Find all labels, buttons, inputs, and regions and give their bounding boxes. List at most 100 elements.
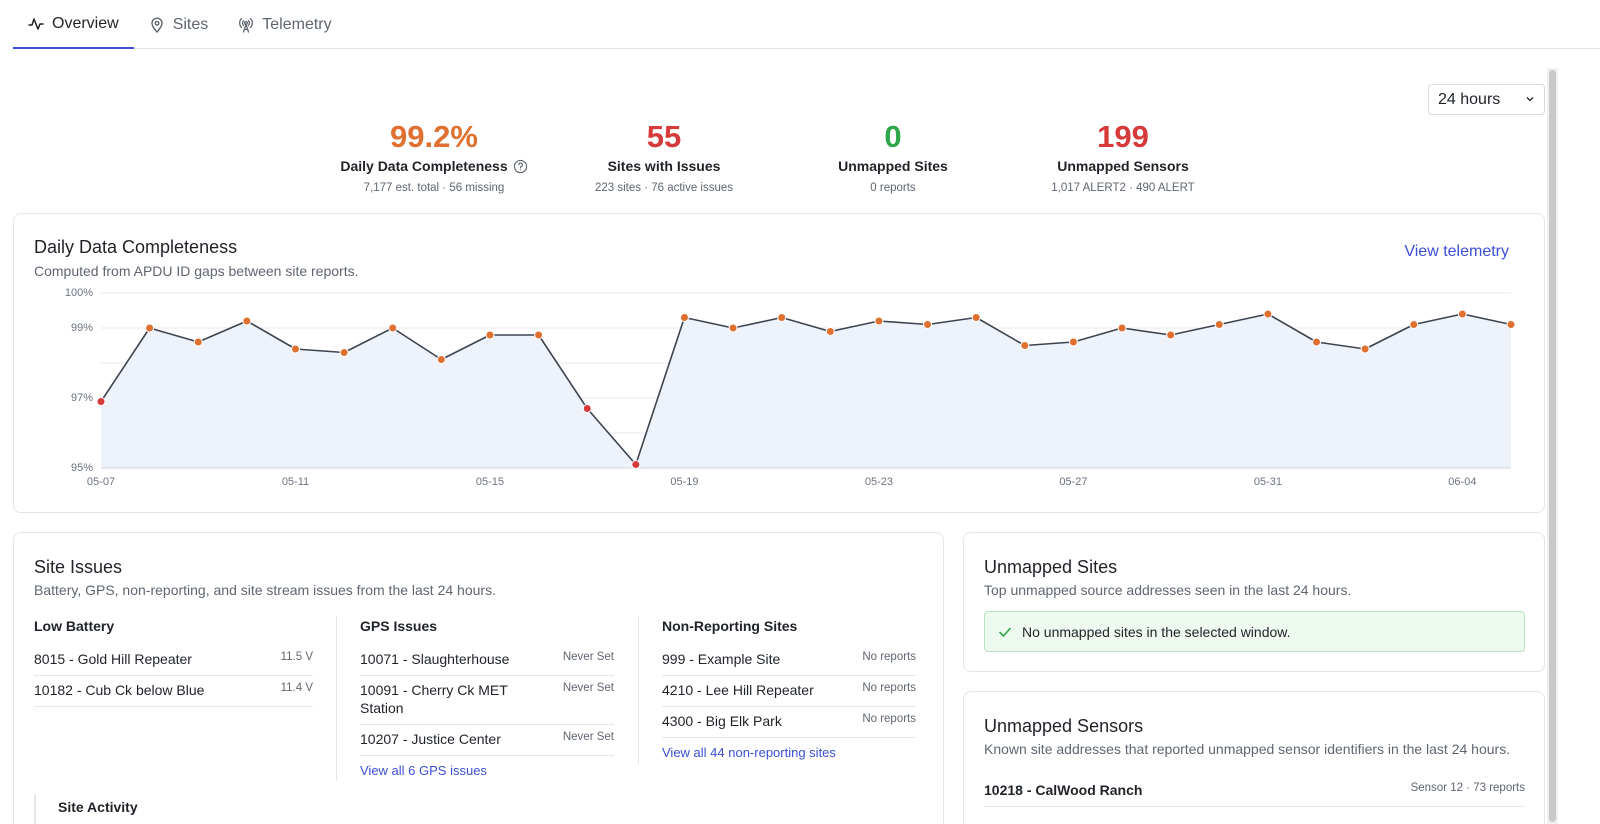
help-circle-icon[interactable] — [513, 159, 528, 174]
data-point — [874, 316, 884, 326]
data-point — [679, 313, 689, 322]
x-tick-label: 05-23 — [865, 476, 893, 488]
chevron-down-icon — [1526, 97, 1534, 102]
battery-voltage: 11.5 V — [280, 651, 313, 663]
non-reporting-title: Non-Reporting Sites — [662, 618, 798, 634]
site-activity-divider — [34, 795, 36, 824]
card-title: Site Issues — [34, 557, 123, 577]
gps-status: Never Set — [562, 682, 614, 694]
list-item[interactable]: 10182 - Cub Ck below Blue 11.4 V — [34, 681, 313, 707]
series-line — [100, 313, 1512, 466]
data-point — [582, 404, 592, 413]
column-divider — [336, 616, 337, 781]
x-tick-label: 05-15 — [476, 476, 504, 488]
map-pin-icon — [150, 17, 163, 33]
list-item[interactable]: 10091 - Cherry Ck MET Station Never Set — [360, 681, 614, 725]
data-point — [1068, 337, 1078, 347]
site-name: 4300 - Big Elk Park — [662, 713, 782, 729]
check-icon — [999, 627, 1011, 637]
data-point — [1506, 320, 1516, 329]
x-tick-label: 05-31 — [1254, 476, 1282, 488]
data-point — [1457, 309, 1467, 319]
empty-state-text: No unmapped sites in the selected window… — [1022, 623, 1291, 640]
tab-sites[interactable]: Sites — [134, 0, 224, 49]
data-point — [728, 323, 738, 333]
kpi-unmapped-sites: 0 Unmapped Sites 0 reports — [763, 119, 1023, 195]
data-point — [1409, 320, 1419, 329]
kpi-label: Unmapped Sensors — [1057, 158, 1189, 174]
list-item[interactable]: 4300 - Big Elk Park No reports — [662, 712, 916, 738]
site-name: 999 - Example Site — [662, 651, 781, 667]
gps-issues-title: GPS Issues — [360, 618, 438, 634]
kpi-label-row: Daily Data Completeness — [304, 158, 564, 174]
page-scrollbar[interactable] — [1547, 68, 1558, 824]
kpi-value: 55 — [646, 119, 682, 154]
data-point — [339, 348, 349, 357]
card-description: Computed from APDU ID gaps between site … — [34, 263, 359, 279]
y-tick-label: 99% — [71, 322, 93, 334]
unmapped-sensors-card: Unmapped Sensors Known site addresses th… — [963, 691, 1545, 824]
data-point — [1020, 341, 1030, 350]
card-title: Unmapped Sites — [984, 557, 1118, 577]
list-item[interactable]: 999 - Example Site No reports — [662, 650, 916, 676]
unmapped-sites-card: Unmapped Sites Top unmapped source addre… — [963, 532, 1545, 672]
kpi-sites-with-issues: 55 Sites with Issues 223 sites · 76 acti… — [534, 119, 794, 195]
time-range-select[interactable]: 24 hours — [1428, 84, 1545, 115]
gps-status: Never Set — [562, 731, 614, 743]
tab-telemetry[interactable]: Telemetry — [223, 0, 346, 49]
data-point — [631, 460, 641, 469]
list-item[interactable]: 4210 - Lee Hill Repeater No reports — [662, 681, 916, 707]
view-all-gps-link[interactable]: View all 6 GPS issues — [360, 763, 487, 778]
view-telemetry-link[interactable]: View telemetry — [1404, 243, 1509, 260]
site-name: 4210 - Lee Hill Repeater — [662, 682, 814, 698]
x-tick-label: 05-27 — [1059, 476, 1087, 488]
x-tick-label: 05-19 — [670, 476, 698, 488]
data-point — [242, 316, 252, 326]
data-point — [825, 327, 835, 336]
time-range-value: 24 hours — [1438, 90, 1501, 108]
data-point — [485, 330, 495, 340]
data-point — [777, 313, 787, 322]
data-point — [290, 344, 300, 354]
data-point — [388, 323, 398, 333]
radio-tower-icon — [239, 17, 254, 33]
site-name: 10207 - Justice Center — [360, 731, 501, 747]
site-name: 8015 - Gold Hill Repeater — [34, 651, 192, 667]
kpi-sub: 0 reports — [870, 182, 916, 194]
data-point — [436, 355, 446, 364]
kpi-value: 0 — [884, 119, 902, 154]
site-issues-card: Site Issues Battery, GPS, non-reporting,… — [13, 532, 944, 824]
data-point — [534, 330, 544, 340]
site-activity-title: Site Activity — [58, 799, 138, 815]
data-point — [1166, 330, 1176, 340]
completeness-line-chart: 100% 99% 97% 95% 05-07 05-11 05-15 05-19 05-23 05… — [65, 287, 1516, 488]
view-all-non-reporting-link[interactable]: View all 44 non-reporting sites — [662, 745, 836, 760]
empty-state-alert: No unmapped sites in the selected window… — [984, 611, 1525, 652]
kpi-label: Unmapped Sites — [838, 158, 948, 174]
kpi-completeness: 99.2% Daily Data Completeness 7,177 est.… — [304, 120, 564, 194]
kpi-value: 99.2% — [390, 119, 478, 154]
card-description: Top unmapped source addresses seen in th… — [984, 582, 1352, 598]
list-item[interactable]: 10207 - Justice Center Never Set — [360, 730, 614, 756]
site-name: 10218 - CalWood Ranch — [984, 782, 1143, 798]
tab-bar: Overview Sites Telemetry — [13, 0, 1600, 49]
kpi-sub: 1,017 ALERT2 · 490 ALERT — [1051, 182, 1195, 194]
site-name: 10091 - Cherry Ck MET Station — [360, 682, 508, 716]
kpi-sub: 223 sites · 76 active issues — [594, 182, 734, 194]
kpi-unmapped-sensors: 199 Unmapped Sensors 1,017 ALERT2 · 490 … — [993, 120, 1253, 195]
y-tick-label: 95% — [71, 462, 93, 474]
list-item[interactable]: 10071 - Slaughterhouse Never Set — [360, 650, 614, 676]
list-item[interactable]: 8015 - Gold Hill Repeater 11.5 V — [34, 650, 313, 676]
tab-overview[interactable]: Overview — [13, 0, 134, 49]
data-point — [1263, 309, 1273, 319]
activity-icon — [28, 17, 44, 30]
completeness-card: Daily Data Completeness Computed from AP… — [13, 213, 1545, 513]
data-point — [923, 320, 933, 329]
low-battery-title: Low Battery — [34, 618, 115, 634]
scrollbar-thumb[interactable] — [1549, 70, 1556, 822]
tab-label: Telemetry — [262, 15, 332, 33]
card-title: Daily Data Completeness — [34, 237, 238, 257]
list-item[interactable]: 10218 - CalWood Ranch Sensor 12 · 73 rep… — [984, 781, 1525, 807]
area-fill — [101, 314, 1511, 468]
card-title: Unmapped Sensors — [984, 716, 1144, 736]
